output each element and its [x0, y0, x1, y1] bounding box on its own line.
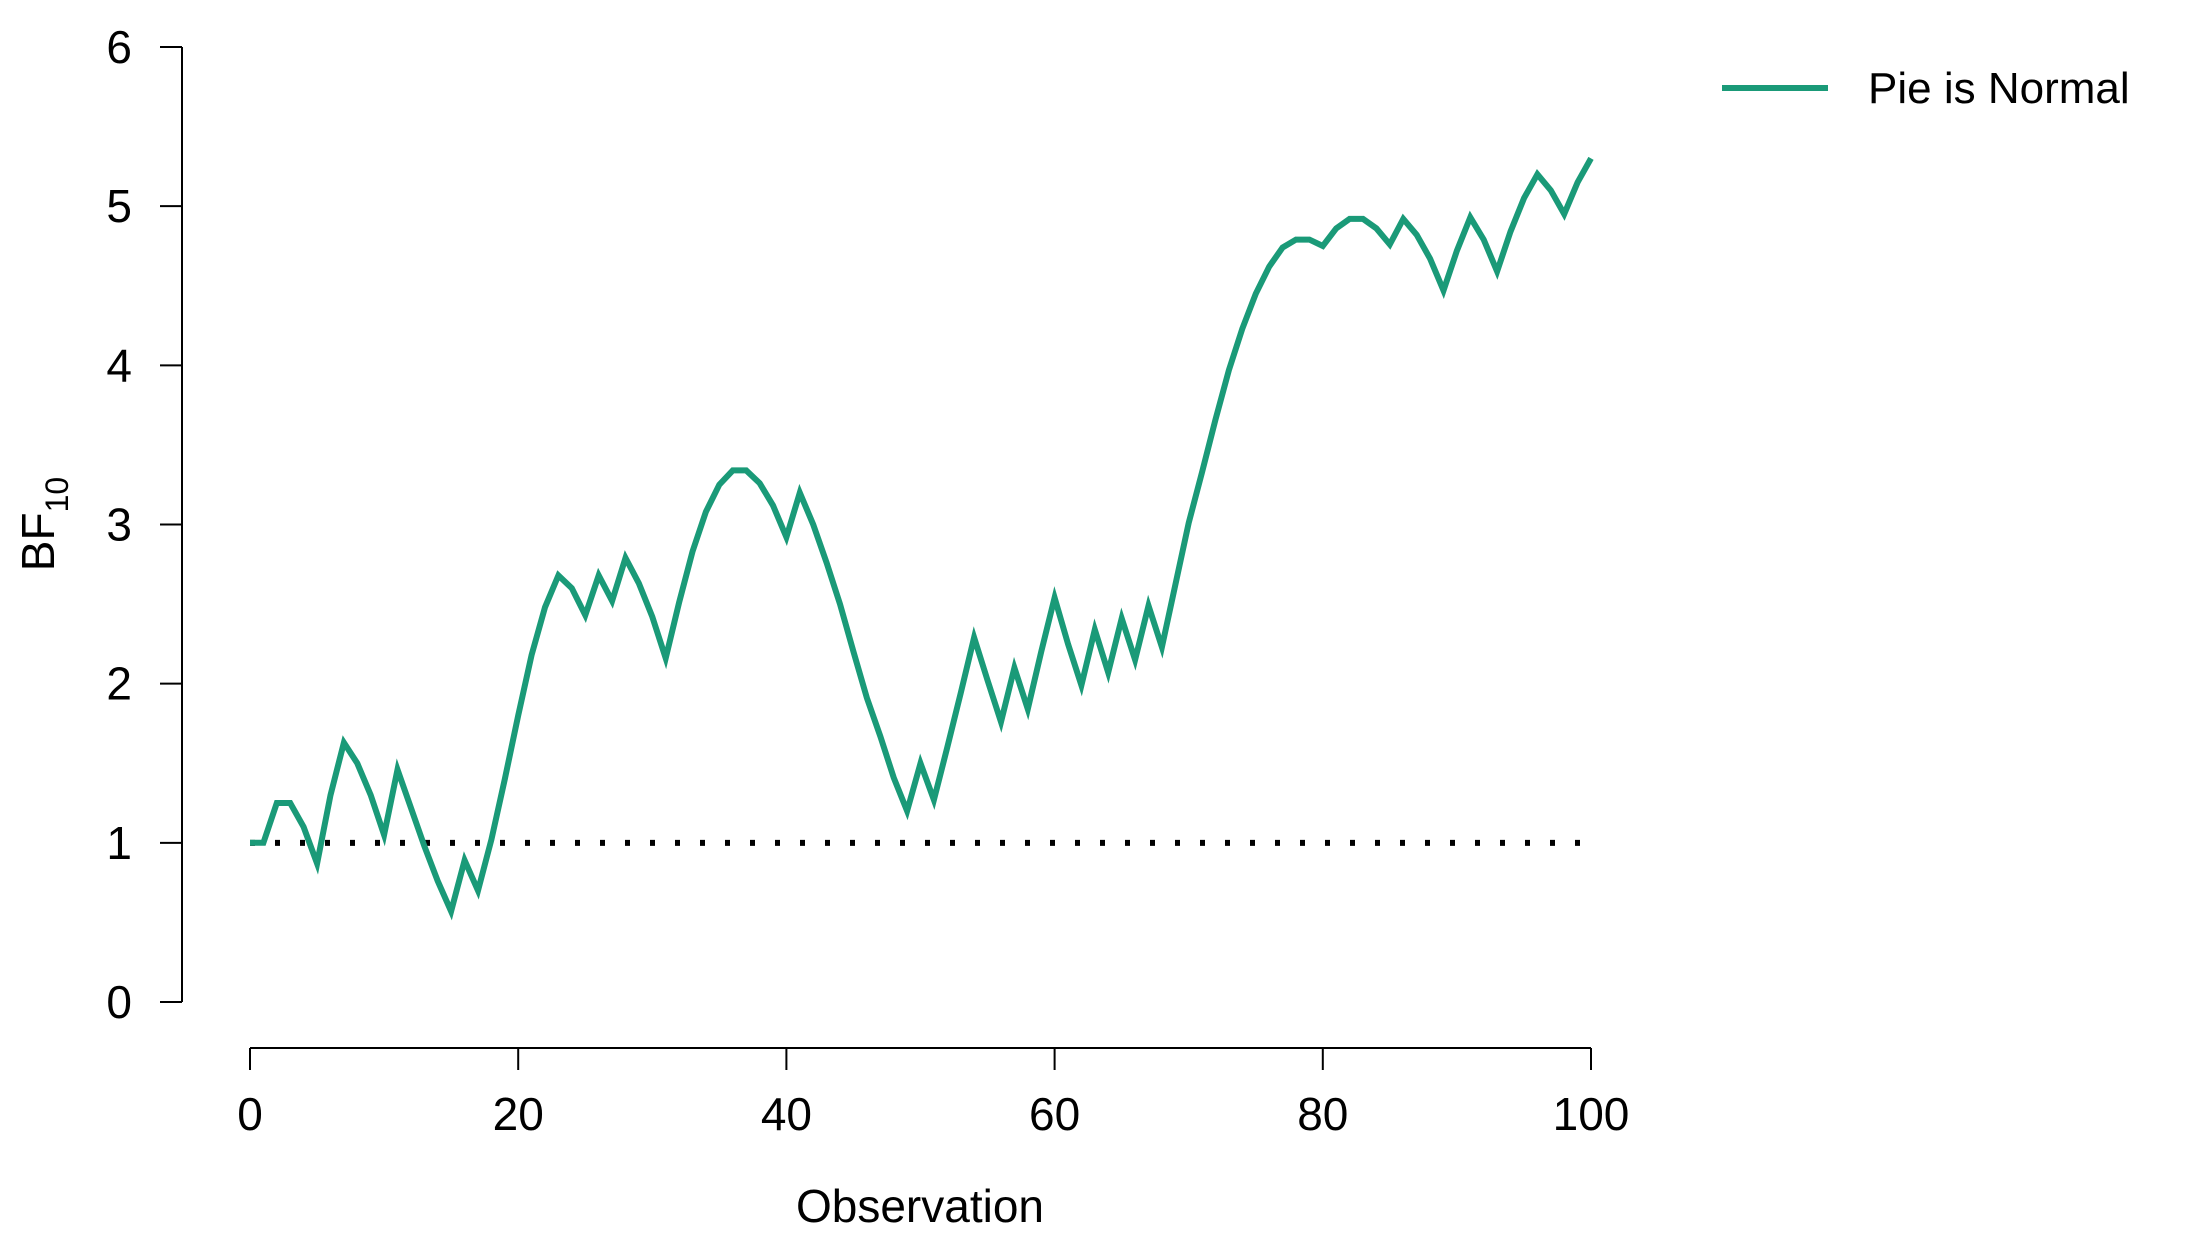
legend: Pie is Normal	[1722, 64, 2130, 113]
y-tick-label: 2	[106, 658, 132, 710]
y-tick-label: 0	[106, 976, 132, 1028]
y-tick-label: 1	[106, 817, 132, 869]
x-tick-label: 100	[1553, 1088, 1630, 1140]
y-axis-label-main: BF	[12, 512, 64, 571]
series-line-0	[250, 156, 1594, 921]
y-tick-label: 4	[106, 339, 132, 391]
y-tick-label: 3	[106, 499, 132, 551]
x-axis: 0 20 40 60 80 100	[237, 1047, 1630, 1140]
y-axis: 0 1 2 3 4 5 6	[106, 21, 183, 1028]
y-tick-label: 5	[106, 180, 132, 232]
x-tick-label: 60	[1029, 1088, 1080, 1140]
y-tick-label: 6	[106, 21, 132, 73]
y-axis-label-subscript: 10	[39, 477, 75, 513]
x-axis-label: Observation	[796, 1180, 1044, 1232]
series-layer	[250, 156, 1594, 921]
y-axis-label: BF10	[12, 477, 75, 571]
x-tick-label: 20	[493, 1088, 544, 1140]
x-tick-label: 0	[237, 1088, 263, 1140]
x-tick-label: 40	[761, 1088, 812, 1140]
legend-label: Pie is Normal	[1868, 64, 2130, 113]
x-tick-label: 80	[1297, 1088, 1348, 1140]
